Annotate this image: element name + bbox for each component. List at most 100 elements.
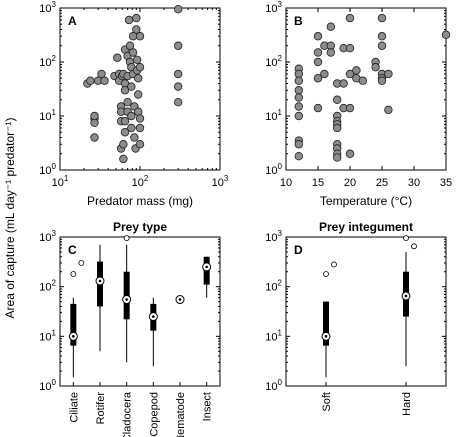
panel-title: Prey integument — [319, 220, 413, 234]
box-iqr — [323, 301, 329, 346]
box-median-dot — [205, 265, 208, 269]
data-point — [173, 5, 183, 14]
data-point — [345, 69, 355, 79]
y-tick-label: 103 — [39, 0, 56, 15]
data-point — [345, 13, 355, 23]
data-point — [173, 41, 183, 50]
x-tick-label: 103 — [212, 174, 229, 189]
data-point — [132, 25, 141, 34]
panel-d: D Prey integument 100 101 102 103 Soft Hard — [265, 220, 447, 416]
data-point — [371, 63, 380, 72]
panel-letter: A — [68, 14, 77, 28]
box-median-dot — [125, 298, 128, 301]
y-tick-label: 101 — [39, 108, 56, 123]
panel-letter: B — [294, 14, 303, 28]
data-point — [90, 111, 99, 121]
box-outlier — [123, 235, 130, 242]
data-point — [377, 32, 387, 41]
y-tick-label: 100 — [39, 378, 56, 393]
box-median-dot — [152, 315, 155, 318]
data-point — [333, 95, 342, 104]
data-point — [294, 140, 303, 149]
box-median-dot — [98, 279, 102, 283]
data-point — [313, 48, 323, 57]
data-point — [326, 22, 335, 31]
y-tick-label: 101 — [265, 108, 282, 123]
data-point — [333, 153, 342, 162]
x-tick-label: Hard — [401, 392, 413, 416]
y-tick-label: 100 — [265, 162, 282, 177]
box-outlier — [323, 271, 329, 277]
data-point — [135, 123, 145, 133]
data-point — [123, 98, 132, 107]
y-tick-label: 102 — [39, 54, 56, 69]
data-point — [113, 53, 122, 62]
y-tick-label: 102 — [39, 279, 56, 294]
data-point — [124, 15, 134, 25]
box-iqr — [70, 303, 77, 346]
y-tick-label: 103 — [265, 229, 282, 244]
panel-letter: C — [68, 243, 77, 257]
data-point — [127, 111, 136, 121]
data-point — [135, 63, 145, 72]
panel-b: B 100 101 102 103 10 15 20 25 30 35 Temperature (°C… — [265, 0, 452, 208]
data-point — [294, 111, 303, 121]
data-point — [135, 32, 145, 41]
data-point — [333, 123, 342, 133]
data-point — [173, 82, 183, 91]
data-point — [358, 76, 367, 85]
data-point — [313, 57, 323, 67]
data-point — [294, 76, 303, 85]
box-outlier — [70, 271, 77, 277]
y-tick-label: 100 — [265, 378, 282, 393]
data-point — [294, 86, 303, 95]
data-point — [294, 93, 303, 102]
data-point — [90, 133, 99, 142]
data-point — [130, 133, 139, 142]
box-outlier — [411, 243, 417, 250]
x-tick-label: 30 — [408, 177, 420, 189]
data-point — [320, 69, 329, 79]
data-point — [313, 32, 323, 41]
data-point — [132, 13, 141, 23]
x-tick-label: Rotifer — [95, 392, 107, 425]
panel-letter: D — [294, 243, 303, 257]
plot-frame — [285, 236, 447, 387]
data-point — [173, 69, 183, 79]
y-tick-label: 101 — [265, 328, 282, 343]
box-outlier — [403, 235, 409, 242]
data-point — [97, 69, 106, 79]
data-point — [377, 76, 387, 85]
data-point — [135, 114, 145, 123]
data-point — [120, 117, 130, 126]
data-point — [120, 86, 130, 95]
x-tick-label: Ciliate — [68, 392, 80, 423]
y-tick-label: 100 — [39, 162, 56, 177]
data-point — [120, 128, 130, 137]
data-point — [441, 30, 451, 39]
box-outlier — [331, 261, 337, 268]
data-point — [313, 103, 323, 113]
panel-title: Prey type — [113, 220, 167, 234]
x-tick-label: 15 — [312, 177, 324, 189]
x-tick-label: 102 — [132, 174, 149, 189]
data-point — [294, 152, 303, 161]
data-point — [119, 154, 128, 164]
x-tick-label: Soft — [321, 392, 333, 412]
x-axis-label: Temperature (°C) — [320, 194, 412, 208]
data-point — [377, 41, 387, 50]
data-point — [294, 102, 303, 111]
x-tick-label: Copepod — [148, 392, 160, 437]
data-point — [384, 105, 393, 115]
data-point — [384, 69, 393, 79]
plot-frame — [59, 236, 221, 387]
data-point — [134, 74, 143, 83]
data-point — [377, 13, 387, 23]
data-point — [127, 123, 136, 133]
data-point — [128, 48, 138, 57]
data-point — [345, 149, 355, 158]
box-median-dot — [72, 335, 75, 338]
x-tick-label: 101 — [52, 174, 69, 189]
